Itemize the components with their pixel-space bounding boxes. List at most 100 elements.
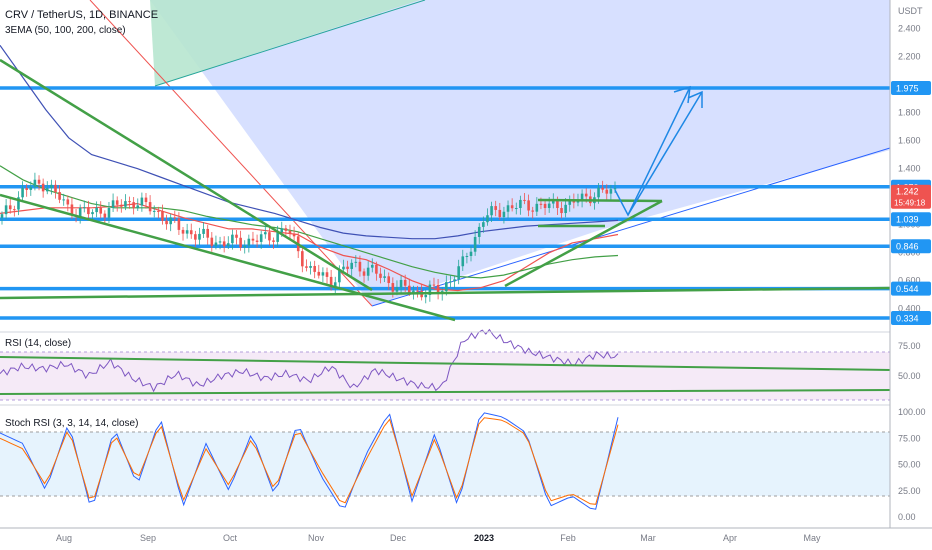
ema-legend[interactable]: 3EMA (50, 100, 200, close): [5, 25, 126, 36]
candle-body: [251, 238, 255, 241]
candle-body: [445, 282, 448, 292]
symbol-title[interactable]: CRV / TetherUS, 1D, BINANCE: [5, 9, 158, 21]
price-pane[interactable]: [0, 0, 891, 322]
price-level-badge: [891, 212, 931, 227]
price-tick-label: 1.600: [898, 136, 921, 146]
last-price-badge: [891, 184, 931, 209]
price-tick-label: 0.400: [898, 304, 921, 314]
candle-body: [152, 210, 156, 212]
candle-body: [157, 210, 160, 212]
stoch-rsi-legend[interactable]: Stoch RSI (3, 3, 14, 14, close): [5, 418, 138, 429]
candle-body: [259, 234, 263, 242]
candle-body: [235, 234, 238, 238]
candle-body: [95, 207, 98, 213]
stoch-tick-label: 0.00: [898, 512, 916, 522]
candle-body: [387, 276, 391, 284]
candle-body: [78, 207, 82, 217]
trendline-base[interactable]: [0, 286, 891, 300]
candle-body: [366, 267, 370, 276]
candle-body: [407, 285, 411, 294]
candle-body: [144, 197, 148, 203]
projection-arrow-2[interactable]: [627, 91, 703, 216]
candle-body: [165, 220, 168, 225]
time-tick-label: Oct: [223, 533, 238, 543]
candle-body: [383, 276, 386, 278]
candle-body: [395, 287, 399, 292]
candle-body: [62, 199, 66, 201]
candle-body: [292, 233, 296, 237]
candle-body: [136, 205, 140, 209]
candle-body: [231, 234, 234, 244]
price-level-badge: [891, 281, 931, 296]
candle-body: [247, 238, 251, 246]
candle-body: [601, 187, 604, 190]
time-tick-label: Dec: [390, 533, 407, 543]
candle-body: [120, 204, 123, 207]
candle-body: [177, 218, 181, 230]
price-level-value: 0.544: [896, 284, 919, 294]
last-price-countdown: 15:49:18: [894, 199, 926, 208]
candle-body: [321, 272, 325, 276]
candle-body: [288, 230, 292, 234]
candle-body: [264, 232, 267, 235]
triangle-top[interactable]: [537, 198, 663, 203]
candle-body: [469, 251, 473, 256]
candle-body: [226, 243, 230, 247]
candle-body: [523, 199, 526, 201]
candle-body: [527, 200, 530, 211]
candle-body: [490, 206, 493, 216]
candle-body: [54, 184, 57, 193]
candle-body: [70, 204, 74, 216]
price-level-value: 1.975: [896, 84, 919, 94]
candle-body: [510, 205, 514, 209]
stoch-rsi-pane[interactable]: [0, 412, 890, 510]
rsi-trendline-upper[interactable]: [0, 356, 891, 371]
rsi-pane[interactable]: [0, 328, 891, 401]
candle-body: [4, 205, 8, 215]
candle-body: [560, 208, 563, 214]
time-tick-label: Sep: [140, 533, 156, 543]
trendline-lower-descending[interactable]: [0, 193, 456, 322]
candle-body: [272, 240, 275, 242]
price-tick-label: 2.200: [898, 51, 921, 61]
trendline-upper-descending[interactable]: [0, 58, 373, 292]
candle-body: [342, 266, 345, 270]
candle-body: [379, 273, 382, 278]
candle-body: [21, 188, 24, 198]
candles: [0, 172, 617, 304]
candle-body: [37, 179, 41, 184]
candle-body: [243, 245, 247, 248]
stoch-tick-label: 100.00: [898, 407, 926, 417]
candle-body: [477, 226, 481, 237]
price-series: [0, 44, 619, 292]
ema-series-line: [0, 202, 619, 292]
candle-body: [239, 237, 242, 248]
candle-body: [576, 200, 580, 203]
candle-body: [140, 197, 144, 206]
candle-body: [514, 207, 518, 209]
candle-body: [202, 228, 205, 234]
trendline-rising-support[interactable]: [504, 199, 663, 288]
price-tick-label: 2.400: [898, 23, 921, 33]
candle-body: [502, 211, 506, 218]
candle-body: [66, 199, 70, 205]
candle-body: [412, 290, 415, 294]
candle-body: [87, 207, 90, 215]
candle-body: [531, 210, 535, 212]
time-axis-ticks[interactable]: Aug Sep Oct Nov Dec 2023 Feb Mar Apr May: [56, 533, 821, 543]
candle-body: [350, 262, 353, 269]
rsi-legend[interactable]: RSI (14, close): [5, 338, 71, 349]
time-tick-label: 2023: [474, 533, 494, 543]
rsi-trendline-lower[interactable]: [0, 389, 891, 395]
candle-body: [305, 266, 308, 268]
stoch-tick-label: 75.00: [898, 433, 921, 443]
candle-body: [124, 201, 127, 207]
candle-body: [333, 282, 337, 288]
candle-body: [284, 228, 288, 231]
time-tick-label: Nov: [308, 533, 325, 543]
stoch-line: [0, 417, 619, 505]
candle-body: [58, 192, 61, 200]
projection-arrowhead-2: [687, 90, 703, 108]
price-level-value: 0.846: [896, 242, 919, 252]
